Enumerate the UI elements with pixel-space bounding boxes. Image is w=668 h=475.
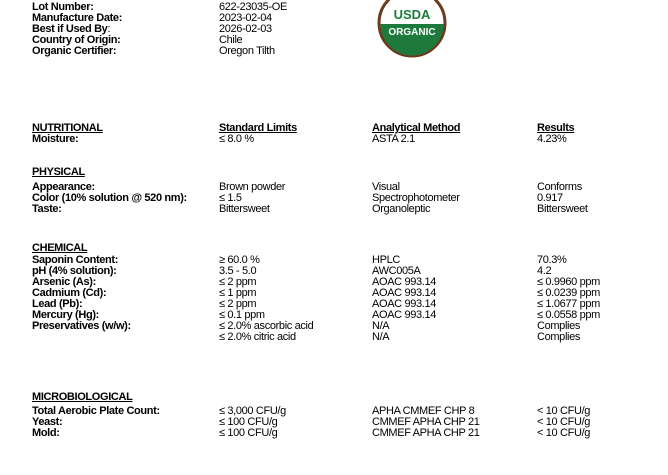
cell-limit: ≤ 1.5	[219, 192, 242, 204]
cell-method: AOAC 993.14	[372, 298, 437, 310]
section-title: CHEMICAL	[32, 242, 88, 254]
cell-name: Mold:	[32, 427, 60, 439]
table-row: Appearance: Brown powder Visual Conforms	[0, 182, 668, 193]
info-row: Manufacture Date: 2023-02-04	[32, 12, 272, 24]
cell-method: Organoleptic	[372, 203, 431, 215]
cell-result: ≤ 0.9960 ppm	[537, 276, 600, 288]
cell-name: Yeast:	[32, 416, 63, 428]
table-row: Mold: ≤ 100 CFU/g CMMEF APHA CHP 21 < 10 CF…	[0, 428, 668, 439]
cell-result: ≤ 0.0239 ppm	[537, 287, 600, 299]
cell-name: Arsenic (As):	[32, 276, 96, 288]
table-row: Moisture: ≤ 8.0 % ASTA 2.1 4.23%	[32, 133, 567, 145]
cell-method: HPLC	[372, 254, 400, 266]
cell-result: 0.917	[537, 192, 563, 204]
cell-result: ≤ 1.0677 ppm	[537, 298, 600, 310]
table-row: Taste: Bittersweet Organoleptic Bittersweet	[0, 204, 668, 215]
cell-limit: 3.5 - 5.0	[219, 265, 257, 277]
table-row: pH (4% solution): 3.5 - 5.0 AWC005A 4.2	[0, 266, 668, 277]
section-title: MICROBIOLOGICAL	[32, 391, 133, 403]
cell-method: N/A	[372, 331, 390, 343]
table-row: Yeast: ≤ 100 CFU/g CMMEF APHA CHP 21 < 10 C…	[0, 417, 668, 428]
cell-limit: ≤ 0.1 ppm	[219, 309, 265, 321]
cell-name: Mercury (Hg):	[32, 309, 99, 321]
cell-name: Cadmium (Cd):	[32, 287, 107, 299]
cell-limit: ≤ 2 ppm	[219, 276, 257, 288]
cell-result: 70.3%	[537, 254, 567, 266]
table-header: NUTRITIONAL Standard Limits Analytical M…	[32, 122, 575, 134]
cell-result: < 10 CFU/g	[537, 416, 591, 428]
cell-result: < 10 CFU/g	[537, 405, 591, 417]
table-row: Preservatives (w/w): ≤ 2.0% ascorbic acid…	[0, 321, 668, 332]
cell-limit: ≤ 2.0% citric acid	[219, 331, 296, 343]
cell-result: 4.2	[537, 265, 552, 277]
svg-text:ORGANIC: ORGANIC	[388, 27, 435, 38]
cell-method: CMMEF APHA CHP 21	[372, 416, 480, 428]
cell-limit: ≤ 2.0% ascorbic acid	[219, 320, 314, 332]
table-row: Cadmium (Cd): ≤ 1 ppm AOAC 993.14 ≤ 0.0239 …	[0, 288, 668, 299]
cell-method: N/A	[372, 320, 390, 332]
table-row: Lead (Pb): ≤ 2 ppm AOAC 993.14 ≤ 1.0677 ppm	[0, 299, 668, 310]
cell-limit: ≤ 100 CFU/g	[219, 427, 278, 439]
cell-name: Taste:	[32, 203, 62, 215]
info-row: Best if Used By: 2026-02-03	[32, 23, 272, 35]
cell-result: Complies	[537, 331, 581, 343]
cell-limit: ≤ 3,000 CFU/g	[219, 405, 286, 417]
table-row: Saponin Content: ≥ 60.0 % HPLC 70.3%	[0, 255, 668, 266]
cell-result: < 10 CFU/g	[537, 427, 591, 439]
cell-name: Lead (Pb):	[32, 298, 83, 310]
cell-result: ≤ 0.0558 ppm	[537, 309, 600, 321]
table-row: ≤ 2.0% citric acid N/A Complies	[0, 332, 668, 343]
table-row: Arsenic (As): ≤ 2 ppm AOAC 993.14 ≤ 0.9960 …	[0, 277, 668, 288]
cell-method: AOAC 993.14	[372, 287, 437, 299]
cell-limit: ≤ 100 CFU/g	[219, 416, 278, 428]
cell-method: AOAC 993.14	[372, 309, 437, 321]
cell-limit: Brown powder	[219, 181, 286, 193]
cell-name: Color (10% solution @ 520 nm):	[32, 192, 187, 204]
cell-method: AWC005A	[372, 265, 421, 277]
cell-method: CMMEF APHA CHP 21	[372, 427, 480, 439]
table-row: Mercury (Hg): ≤ 0.1 ppm AOAC 993.14 ≤ 0.055…	[0, 310, 668, 321]
usda-organic-logo: USDA ORGANIC	[377, 0, 447, 58]
info-row: Lot Number: 622-23035-OE	[32, 1, 287, 13]
cell-name: Total Aerobic Plate Count:	[32, 405, 160, 417]
cell-method: APHA CMMEF CHP 8	[372, 405, 475, 417]
cell-result: Conforms	[537, 181, 582, 193]
cell-name: Saponin Content:	[32, 254, 119, 266]
section-title: PHYSICAL	[32, 166, 85, 178]
cell-result: Complies	[537, 320, 581, 332]
cell-limit: ≥ 60.0 %	[219, 254, 260, 266]
cell-method: Spectrophotometer	[372, 192, 460, 204]
table-row: Total Aerobic Plate Count: ≤ 3,000 CFU/g A…	[0, 406, 668, 417]
cell-limit: ≤ 1 ppm	[219, 287, 257, 299]
cell-limit: Bittersweet	[219, 203, 270, 215]
cell-limit: ≤ 2 ppm	[219, 298, 257, 310]
table-row: Color (10% solution @ 520 nm): ≤ 1.5 Spect…	[0, 193, 668, 204]
info-row: Country of Origin: Chile	[32, 34, 243, 46]
cell-method: Visual	[372, 181, 400, 193]
cell-method: AOAC 993.14	[372, 276, 437, 288]
cell-name: Preservatives (w/w):	[32, 320, 131, 332]
cell-name: pH (4% solution):	[32, 265, 117, 277]
cell-name: Appearance:	[32, 181, 95, 193]
svg-text:USDA: USDA	[394, 7, 431, 22]
cell-result: Bittersweet	[537, 203, 588, 215]
info-row: Organic Certifier: Oregon Tilth	[32, 45, 275, 57]
